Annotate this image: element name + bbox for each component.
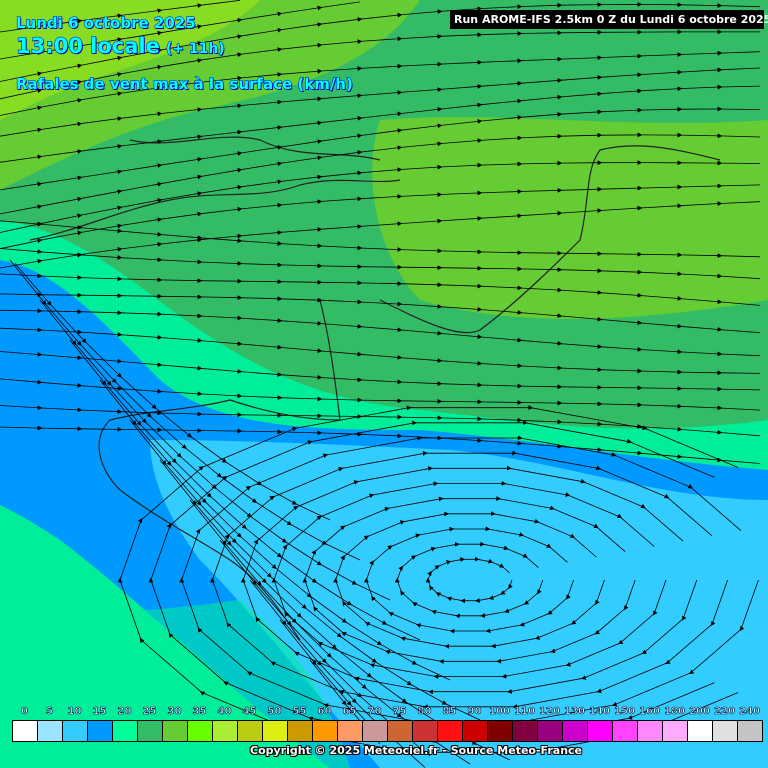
legend-label: 140 xyxy=(589,706,610,718)
legend-label: 120 xyxy=(539,706,560,718)
legend-label: 65 xyxy=(342,706,357,718)
legend-swatch xyxy=(188,721,213,741)
legend-swatch xyxy=(713,721,738,741)
parameter-title: Rafales de vent max à la surface (km/h) xyxy=(16,75,354,94)
copyright: Copyright © 2025 Meteociel.fr - Source M… xyxy=(250,744,583,757)
legend-swatch xyxy=(563,721,588,741)
legend-label: 100 xyxy=(489,706,510,718)
legend-label: 60 xyxy=(317,706,332,718)
legend-swatch xyxy=(738,721,762,741)
legend-swatch xyxy=(88,721,113,741)
legend-label: 15 xyxy=(92,706,107,718)
legend-label: 80 xyxy=(417,706,432,718)
legend-swatch xyxy=(13,721,38,741)
streamline xyxy=(0,248,761,280)
legend-label: 85 xyxy=(442,706,457,718)
legend-swatch xyxy=(638,721,663,741)
legend-swatch xyxy=(138,721,163,741)
legend-swatch xyxy=(388,721,413,741)
legend-swatch xyxy=(613,721,638,741)
legend-label: 0 xyxy=(21,706,29,718)
legend-swatch xyxy=(38,721,63,741)
legend-swatch xyxy=(213,721,238,741)
legend-label: 70 xyxy=(367,706,382,718)
legend-swatch xyxy=(313,721,338,741)
legend-label: 30 xyxy=(167,706,182,718)
legend-label: 40 xyxy=(217,706,232,718)
legend-label: 20 xyxy=(117,706,132,718)
legend-swatch xyxy=(338,721,363,741)
legend-swatch xyxy=(488,721,513,741)
legend-label: 110 xyxy=(514,706,535,718)
legend-labels: 0 5 10 15 20 25 30 35 40 45 50 55 60 65 70 75 80 85 90 100 1… xyxy=(12,706,762,718)
legend-swatch xyxy=(688,721,713,741)
legend-swatch xyxy=(513,721,538,741)
legend-label: 90 xyxy=(467,706,482,718)
legend-swatch xyxy=(438,721,463,741)
legend-swatch xyxy=(588,721,613,741)
legend-label: 160 xyxy=(639,706,660,718)
gust-zone-30-east xyxy=(372,117,768,319)
legend-swatch xyxy=(263,721,288,741)
legend-label: 75 xyxy=(392,706,407,718)
legend-swatch xyxy=(538,721,563,741)
legend-label: 180 xyxy=(664,706,685,718)
legend-label: 220 xyxy=(714,706,735,718)
legend-label: 35 xyxy=(192,706,207,718)
color-legend xyxy=(12,720,763,742)
legend-label: 5 xyxy=(46,706,54,718)
forecast-date: Lundi 6 octobre 2025 xyxy=(16,14,197,33)
legend-swatch xyxy=(288,721,313,741)
legend-label: 25 xyxy=(142,706,157,718)
legend-label: 240 xyxy=(739,706,760,718)
legend-label: 150 xyxy=(614,706,635,718)
forecast-time: 13:00 locale (+ 11h) xyxy=(16,34,226,59)
forecast-time-label: 13:00 locale xyxy=(16,34,161,59)
legend-label: 200 xyxy=(689,706,710,718)
legend-label: 55 xyxy=(292,706,307,718)
model-run-label: Run AROME-IFS 2.5km 0 Z du Lundi 6 octob… xyxy=(450,10,768,29)
legend-swatch xyxy=(238,721,263,741)
forecast-offset: (+ 11h) xyxy=(165,41,225,58)
legend-label: 10 xyxy=(67,706,82,718)
legend-swatch xyxy=(463,721,488,741)
legend-swatch xyxy=(413,721,438,741)
legend-swatch xyxy=(663,721,688,741)
legend-swatch xyxy=(163,721,188,741)
legend-label: 50 xyxy=(267,706,282,718)
legend-label: 45 xyxy=(242,706,257,718)
legend-swatch xyxy=(63,721,88,741)
legend-swatch xyxy=(363,721,388,741)
legend-label: 130 xyxy=(564,706,585,718)
legend-swatch xyxy=(113,721,138,741)
